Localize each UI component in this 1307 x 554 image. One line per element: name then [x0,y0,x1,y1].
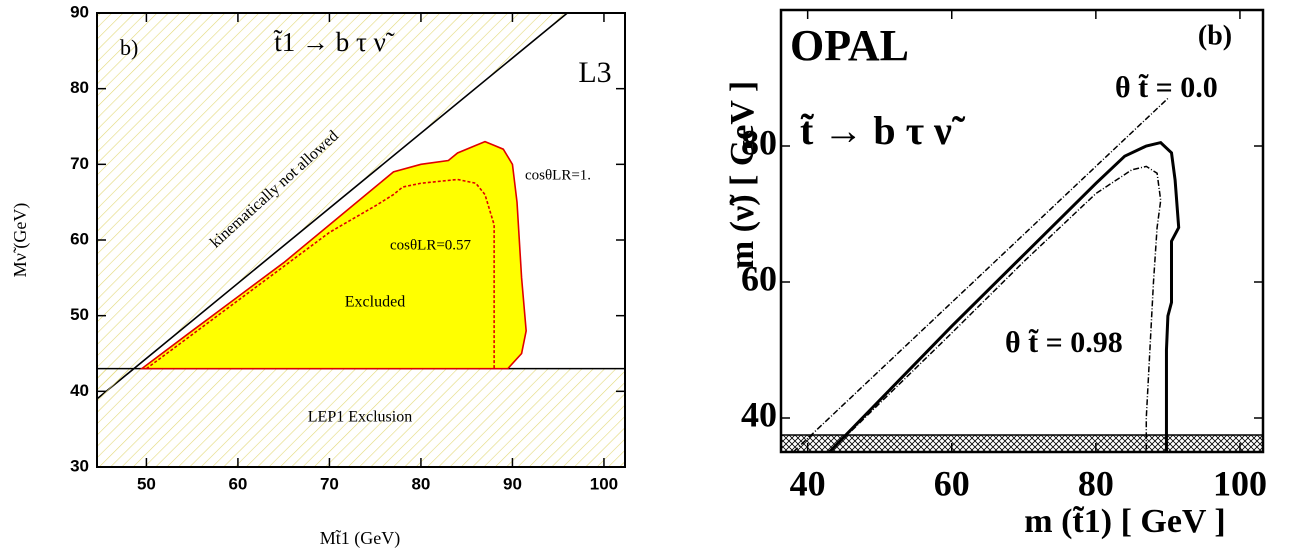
plot-area [781,97,1263,452]
annotation: (b) [1198,20,1232,51]
x-tick-label: 80 [1078,463,1114,503]
y-tick-label: 80 [741,122,777,162]
y-tick-label: 30 [70,456,89,475]
y-tick-label: 80 [70,78,89,97]
annotation: LEP1 Exclusion [308,409,412,426]
plot-frame [779,8,1265,454]
x-axis-label: Mt̃1 (GeV) [320,528,400,549]
curve-label: cosθLR=0.57 [390,237,472,253]
contour-line [843,165,1162,452]
contour-line [792,97,1169,452]
curve-label: cosθLR=1. [525,167,591,183]
hatched-region [97,368,625,467]
annotation: L3 [578,56,611,89]
hatched-region [781,435,1263,452]
excluded-region [141,141,527,369]
x-tick-label: 40 [790,463,826,503]
x-tick-label: 60 [934,463,970,503]
annotation: t̃1 → b τ ν̃ [274,27,395,57]
y-tick-label: 40 [741,394,777,434]
y-tick-label: 70 [70,154,89,173]
x-tick-label: 60 [228,474,247,493]
x-tick-label: 80 [411,474,430,493]
x-tick-label: 50 [137,474,156,493]
x-tick-label: 70 [320,474,339,493]
annotation: OPAL [790,21,909,70]
x-tick-label: 100 [590,474,618,493]
y-axis-label: m (ν̃) [ GeV ] [724,81,761,269]
y-tick-label: 60 [70,229,89,248]
x-tick-label: 100 [1213,463,1267,503]
x-axis-label: m (t̃1) [ GeV ] [1024,503,1225,540]
contour-line [139,140,527,370]
contour-line [97,13,568,400]
y-tick-label: 60 [741,258,777,298]
annotation: b) [120,35,138,60]
y-tick-label: 90 [70,2,89,21]
curve-label: θ t̃ = 0.0 [1115,71,1218,104]
contour-line [828,140,1181,452]
y-tick-label: 50 [70,305,89,324]
curve-label: θ t̃ = 0.98 [1005,326,1123,359]
annotation: t̃ → b τ ν̃ [800,108,966,153]
plot-area [97,13,625,467]
annotation: Excluded [345,294,405,311]
x-tick-label: 90 [503,474,522,493]
y-tick-label: 40 [70,381,89,400]
y-axis-label: Mν̃ (GeV) [10,203,31,278]
